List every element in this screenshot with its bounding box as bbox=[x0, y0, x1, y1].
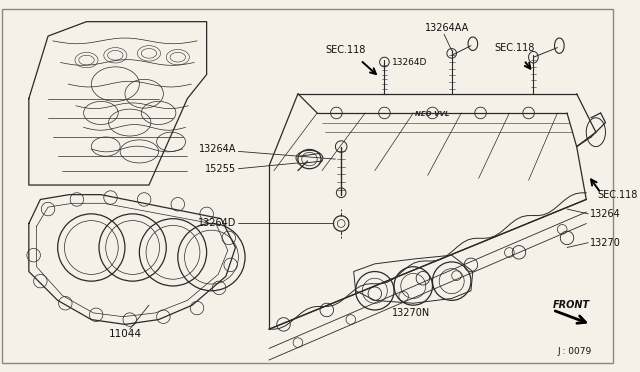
Text: 13264AA: 13264AA bbox=[425, 23, 469, 33]
Text: 13264: 13264 bbox=[590, 209, 621, 219]
Text: SEC.118: SEC.118 bbox=[326, 45, 366, 55]
Text: 13264D: 13264D bbox=[198, 218, 236, 228]
Text: J : 0079: J : 0079 bbox=[557, 347, 591, 356]
Text: 13270: 13270 bbox=[590, 238, 621, 248]
Text: 11044: 11044 bbox=[108, 329, 141, 339]
Text: SEC.118: SEC.118 bbox=[494, 43, 534, 52]
Text: FRONT: FRONT bbox=[552, 300, 589, 310]
Text: 15255: 15255 bbox=[205, 164, 236, 174]
Text: NEO VVL: NEO VVL bbox=[415, 111, 450, 117]
Text: SEC.118: SEC.118 bbox=[598, 190, 638, 200]
Text: 13264A: 13264A bbox=[199, 144, 236, 154]
Text: 13270N: 13270N bbox=[392, 308, 431, 318]
Text: 13264D: 13264D bbox=[392, 58, 428, 67]
